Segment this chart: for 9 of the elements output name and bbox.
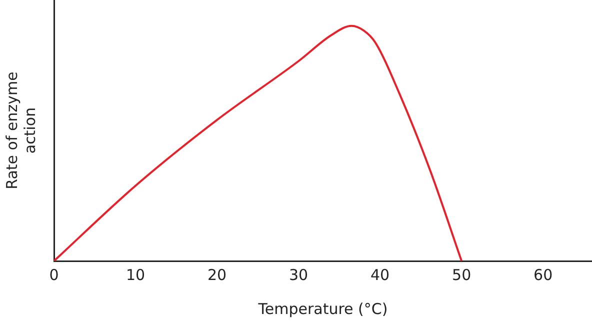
x-tick-label: 20 [207,266,227,284]
x-tick-label: 50 [452,266,472,284]
x-tick-label: 0 [49,266,59,284]
x-tick-label: 30 [289,266,308,284]
x-tick-label: 60 [534,266,553,284]
y-axis-title: Rate of enzyme action [2,72,39,190]
x-axis-title: Temperature (°C) [257,300,388,318]
x-tick-label: 40 [370,266,390,284]
x-tick-label: 10 [126,266,146,284]
